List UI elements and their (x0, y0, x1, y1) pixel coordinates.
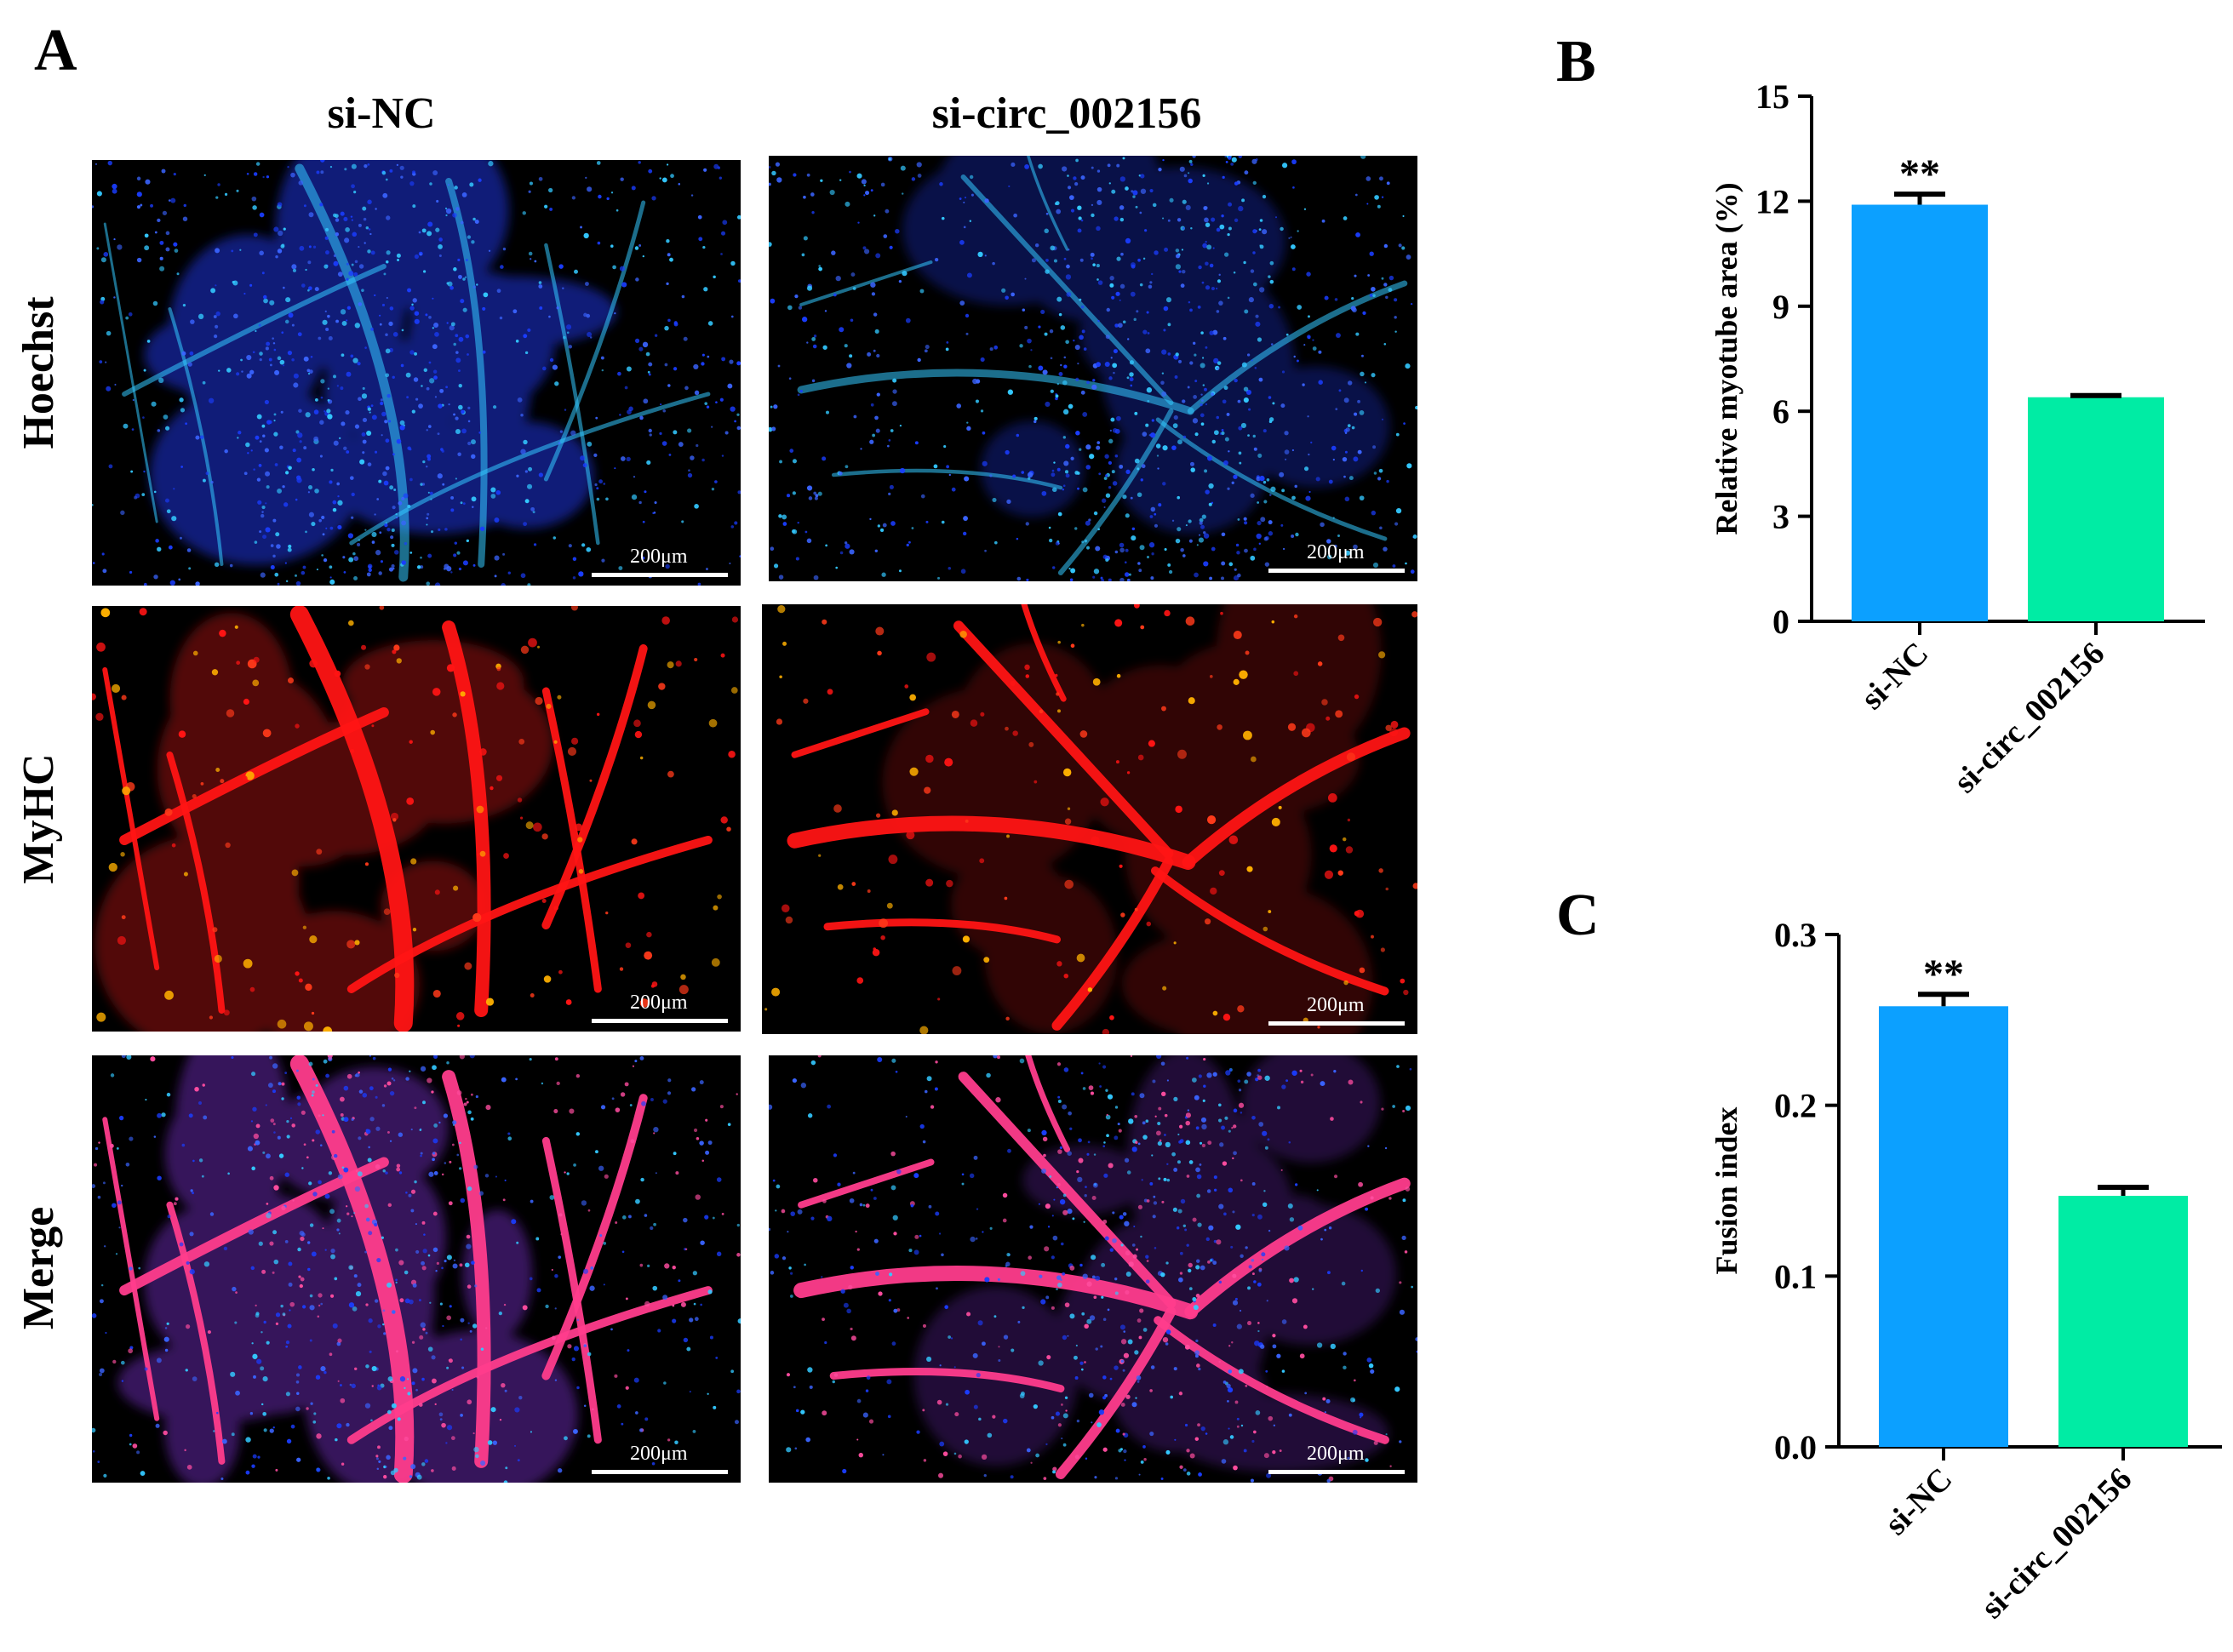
image-si-nc-hoechst: 200μm (92, 160, 741, 586)
chart-fusion-index: 0.0 0.1 0.2 0.3 Fusion index si-NC ** si-circ_0… (1709, 916, 2222, 1626)
image-si-nc-myhc: 200μm (92, 606, 741, 1032)
row-label-myhc: MyHC (14, 753, 63, 883)
panel-letter-a: A (34, 18, 77, 83)
scale-bar-label: 200μm (630, 1443, 688, 1465)
y-tick-label: 12 (1755, 182, 1789, 220)
y-tick-label: 9 (1772, 288, 1789, 326)
panel-a: A si-NC si-circ_002156 Hoechst MyHC Merg… (14, 18, 1417, 1483)
x-tick-label: si-circ_002156 (1974, 1461, 2139, 1626)
significance-marker: ** (1923, 952, 1964, 997)
y-axis-label: Relative myotube area (%) (1709, 182, 1743, 534)
y-tick-label: 3 (1772, 498, 1789, 536)
scale-bar-label: 200μm (1307, 1443, 1365, 1465)
y-tick-label: 0.1 (1774, 1257, 1817, 1295)
scale-bar-label: 200μm (1307, 994, 1365, 1016)
image-si-circ-myhc: 200μm (762, 604, 1417, 1034)
column-label-si-nc: si-NC (327, 89, 435, 138)
y-tick-label: 0 (1772, 603, 1789, 641)
y-tick-label: 6 (1772, 392, 1789, 431)
x-tick-label: si-NC (1854, 636, 1935, 717)
bar-si-NC (1852, 204, 1988, 621)
image-si-nc-merge: 200μm (92, 1055, 741, 1483)
scale-bar-label: 200μm (630, 546, 688, 568)
panel-letter-b: B (1556, 29, 1596, 94)
column-label-si-circ: si-circ_002156 (932, 89, 1202, 138)
x-tick-label: si-NC (1878, 1461, 1959, 1542)
x-tick-label: si-circ_002156 (1947, 636, 2111, 800)
chart-relative-myotube-area: 0 3 6 9 12 15 Relative myotube area (%) si-NC **… (1709, 77, 2205, 800)
row-label-merge: Merge (14, 1207, 63, 1329)
bar-si-circ_002156 (2058, 1196, 2188, 1447)
panel-letter-c: C (1556, 883, 1600, 948)
y-tick-label: 0.2 (1774, 1087, 1817, 1125)
row-label-hoechst: Hoechst (14, 296, 63, 449)
scale-bar-label: 200μm (1307, 541, 1365, 563)
scale-bar-label: 200μm (630, 992, 688, 1014)
bar-si-circ_002156 (2028, 397, 2164, 621)
image-si-circ-merge: 200μm (769, 1055, 1417, 1483)
bar-si-NC (1879, 1006, 2008, 1447)
image-si-circ-hoechst: 200μm (769, 156, 1417, 581)
y-axis-label: Fusion index (1709, 1106, 1743, 1274)
y-tick-label: 15 (1755, 77, 1789, 116)
y-tick-label: 0.0 (1774, 1428, 1817, 1466)
y-tick-label: 0.3 (1774, 916, 1817, 954)
significance-marker: ** (1899, 151, 1940, 197)
